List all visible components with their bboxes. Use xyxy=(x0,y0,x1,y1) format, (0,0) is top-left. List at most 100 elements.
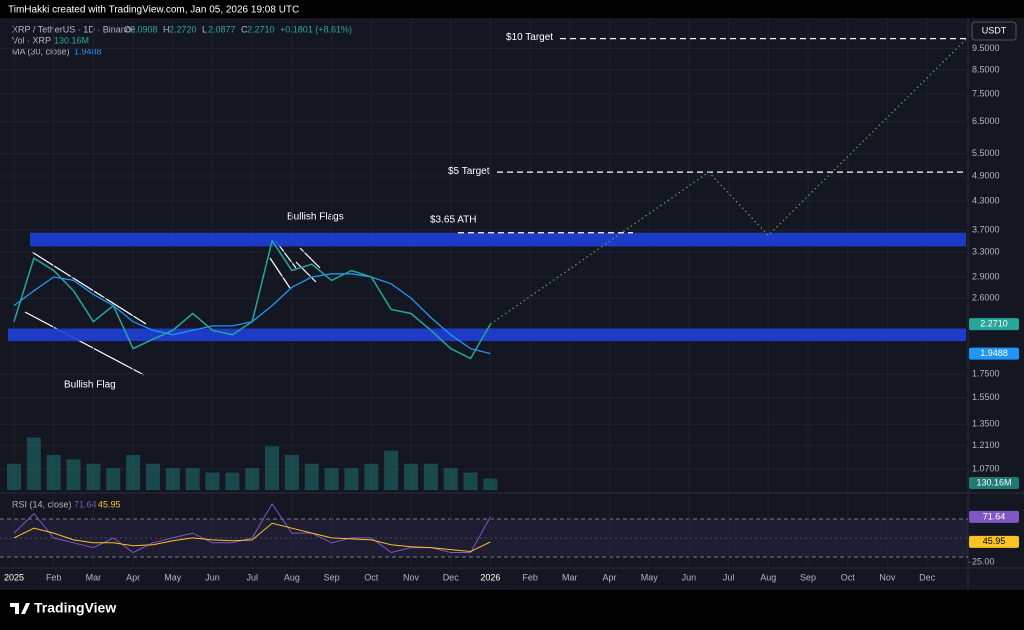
x-tick-label: Nov xyxy=(879,572,896,582)
y-tick-label: 1.5500 xyxy=(972,392,1000,402)
x-tick-label: Aug xyxy=(284,572,300,582)
ohlc-value: 2.0877 xyxy=(208,24,236,34)
volume-bar xyxy=(165,468,180,490)
logo xyxy=(10,603,30,614)
ohlc-value: 2.2710 xyxy=(247,24,275,34)
flag-line xyxy=(299,247,321,269)
volume-last-box xyxy=(969,477,1019,489)
header: TimHakki created with TradingView.com, J… xyxy=(8,5,299,16)
ohlc-value: 2.0908 xyxy=(130,24,158,34)
rsi-ma-last-box xyxy=(969,535,1019,548)
x-tick-label: May xyxy=(641,572,659,582)
x-tick-label: Aug xyxy=(760,572,776,582)
x-tick-label: Oct xyxy=(364,572,379,582)
currency-button[interactable] xyxy=(971,21,1017,41)
y-tick-label: 25.00 xyxy=(972,557,995,567)
volume-bar xyxy=(284,455,299,490)
y-tick-label: 1.7500 xyxy=(972,369,1000,379)
rsi-ma-last-label: 45.95 xyxy=(983,536,1006,546)
ohlc-key: L xyxy=(202,24,207,34)
volume-bar xyxy=(205,472,220,490)
x-tick-label: Dec xyxy=(443,572,460,582)
y-tick-label: 2.9000 xyxy=(972,271,1000,281)
volume-bar xyxy=(463,472,478,490)
target-label: $5 Target xyxy=(448,166,490,177)
ohlc-key: O xyxy=(124,24,131,34)
y-tick-label: 1.2100 xyxy=(972,440,1000,450)
change: +0.1801 (+8.61%) xyxy=(280,24,352,34)
footer-logo: TradingView xyxy=(34,600,116,616)
volume-bar xyxy=(344,468,359,490)
flag-line xyxy=(269,257,291,289)
volume-bar xyxy=(304,463,319,490)
volume-legend-value: 130.16M xyxy=(54,35,89,45)
y-tick-label: 6.5000 xyxy=(972,116,1000,126)
y-tick-label: 3.3000 xyxy=(972,247,1000,257)
target-label: $3.65 ATH xyxy=(430,214,477,225)
volume-bar xyxy=(26,437,41,490)
rsi-legend: RSI (14, close) xyxy=(12,499,72,509)
x-tick-label: Apr xyxy=(126,572,140,582)
volume-bar xyxy=(364,463,379,490)
x-tick-label: Apr xyxy=(602,572,616,582)
x-tick-label: Feb xyxy=(46,572,62,582)
y-tick-label: 7.5000 xyxy=(972,88,1000,98)
rsi-legend-value: 71.64 xyxy=(74,499,97,509)
volume-bar xyxy=(404,463,418,490)
ma-last-box xyxy=(969,347,1019,360)
flag-line xyxy=(24,311,145,376)
ohlc-value: 2.2720 xyxy=(169,24,197,34)
volume-bar xyxy=(443,468,458,490)
annotation: Bullish Flag xyxy=(64,380,116,391)
y-tick-label: 5.5000 xyxy=(972,148,1000,158)
rsi-line xyxy=(13,502,491,554)
flag-line xyxy=(31,251,147,325)
x-tick-label: 2025 xyxy=(4,572,24,582)
y-tick-label: 3.7000 xyxy=(972,224,1000,234)
y-tick-label: 2.6000 xyxy=(972,292,1000,302)
volume-bar xyxy=(265,446,280,490)
y-tick-label: 8.5000 xyxy=(972,64,1000,74)
flag-line xyxy=(295,261,317,283)
volume-bar xyxy=(66,459,81,490)
target-label: $10 Target xyxy=(506,32,553,43)
x-tick-label: Mar xyxy=(562,572,578,582)
volume-bar xyxy=(185,468,200,490)
x-tick-label: Jul xyxy=(246,572,258,582)
y-tick-label: 9.5000 xyxy=(972,43,1000,53)
ohlc-key: C xyxy=(241,24,248,34)
volume-bar xyxy=(483,478,498,490)
x-tick-label: Oct xyxy=(841,572,856,582)
annotation: Bullish Flags xyxy=(287,212,344,223)
price-last-label: 2.2710 xyxy=(980,319,1008,329)
x-tick-label: Jul xyxy=(723,572,735,582)
currency-label[interactable]: USDT xyxy=(982,25,1007,35)
ma-legend: MA (30, close) xyxy=(12,46,70,56)
x-tick-label: Mar xyxy=(86,572,102,582)
chart-area xyxy=(0,18,1024,590)
volume-legend: Vol · XRP xyxy=(12,35,51,45)
x-tick-label: Jun xyxy=(682,572,697,582)
price-line xyxy=(13,238,492,360)
volume-bar xyxy=(106,468,121,490)
x-tick-label: May xyxy=(164,572,182,582)
volume-bar xyxy=(86,463,101,490)
volume-bar xyxy=(145,463,160,490)
y-tick-label: 1.0700 xyxy=(972,463,1000,473)
volume-last-label: 130.16M xyxy=(976,477,1011,487)
volume-bar xyxy=(245,468,260,490)
ohlc-key: H xyxy=(163,24,170,34)
volume-bar xyxy=(423,463,438,490)
zone xyxy=(8,328,966,342)
x-tick-label: Nov xyxy=(403,572,420,582)
x-tick-label: Sep xyxy=(324,572,340,582)
rsi-ma-legend-value: 45.95 xyxy=(98,499,121,509)
volume-bar xyxy=(46,455,61,490)
rsi-last-box xyxy=(969,510,1019,523)
ma-legend-value: 1.9488 xyxy=(74,46,102,56)
x-tick-label: Feb xyxy=(522,572,538,582)
volume-bar xyxy=(7,463,21,490)
x-tick-label: Sep xyxy=(800,572,816,582)
